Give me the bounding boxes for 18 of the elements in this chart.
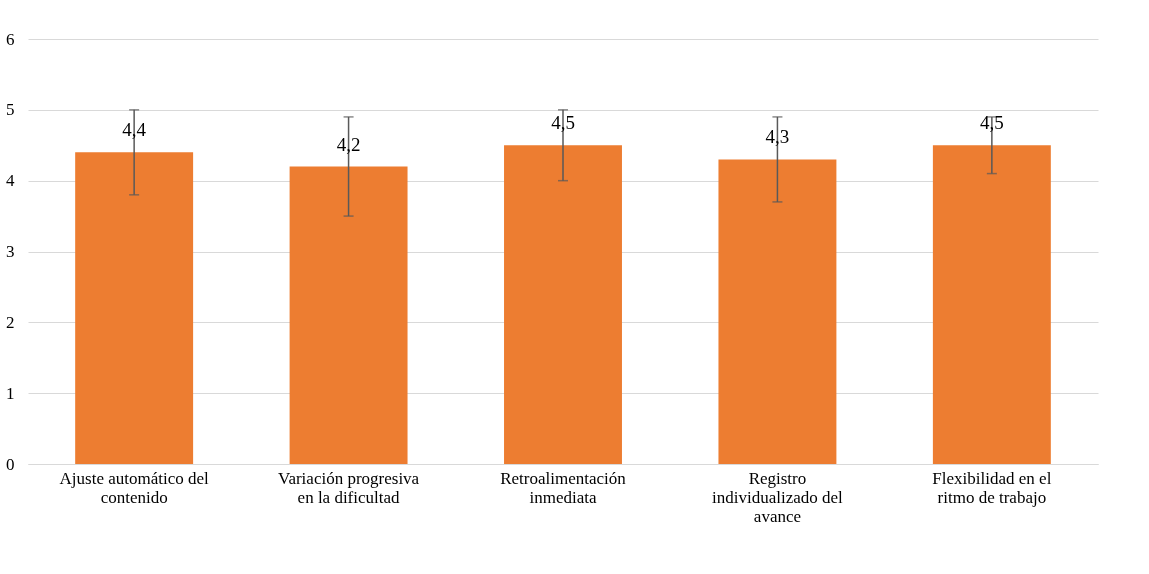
y-tick-label: 6: [6, 29, 15, 49]
bar: [718, 159, 837, 464]
bar: [75, 152, 194, 464]
bar: [504, 145, 622, 464]
y-tick-label: 5: [6, 100, 15, 120]
x-tick-label: Ajuste automático del contenido: [59, 468, 210, 507]
x-tick-label: Registro individualizado del avance: [712, 468, 844, 526]
y-tick-label: 0: [6, 454, 15, 474]
y-tick-label: 1: [6, 383, 15, 403]
x-tick-label: Variación progresiva en la dificultad: [278, 468, 420, 507]
x-tick-label: Retroalimentación inmediata: [500, 468, 627, 507]
y-tick-label: 4: [6, 171, 15, 191]
bar: [289, 166, 408, 464]
y-tick-label: 3: [6, 242, 15, 261]
data-label: 4,5: [551, 112, 575, 134]
x-tick-label: Flexibilidad en el ritmo de trabajo: [932, 468, 1052, 507]
bar: [932, 145, 1051, 464]
y-tick-label: 2: [6, 312, 15, 332]
